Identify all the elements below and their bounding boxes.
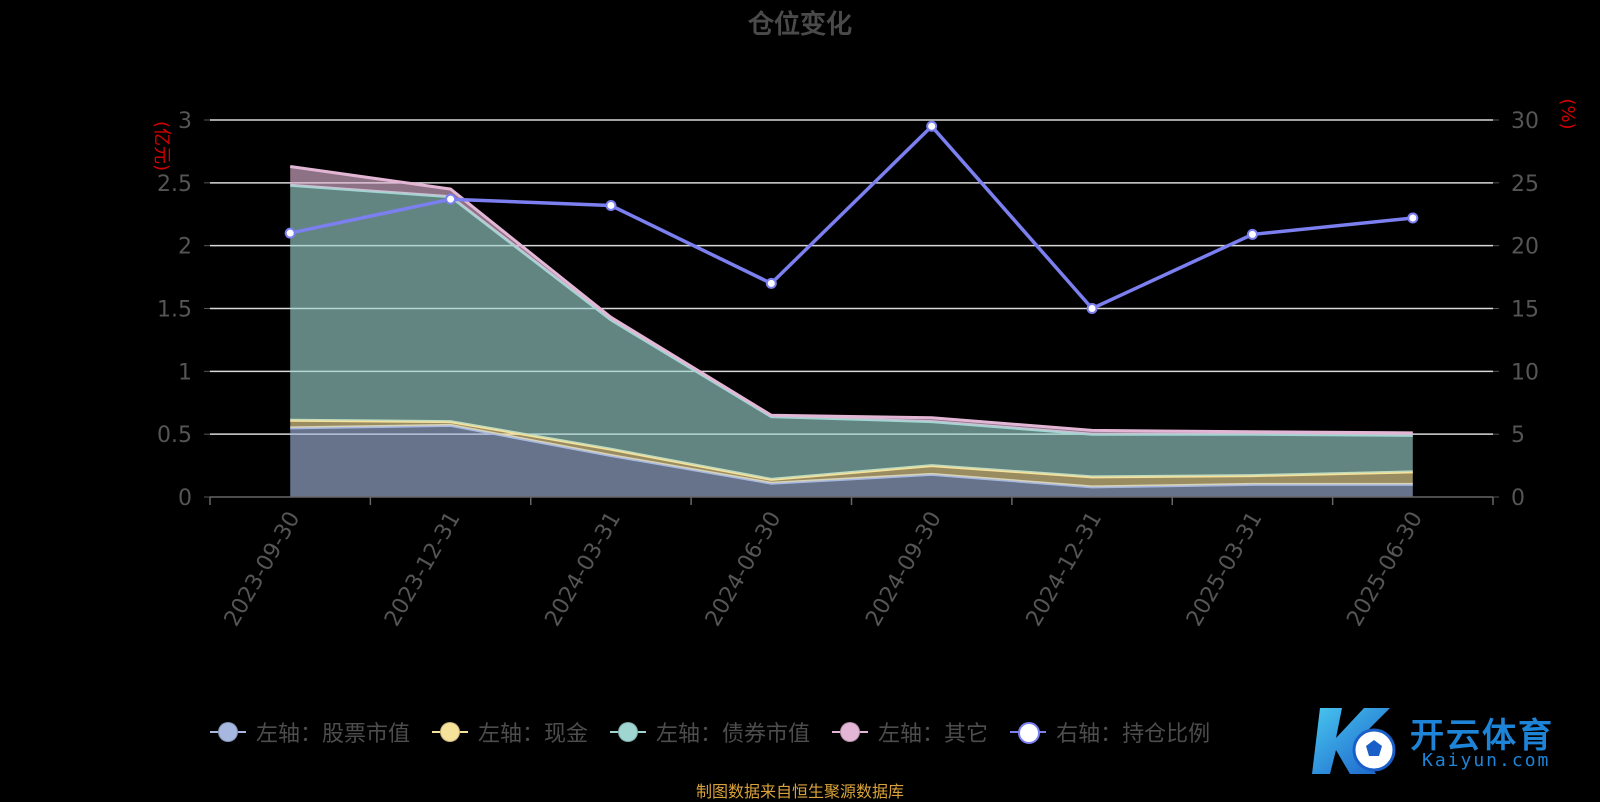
- legend-item[interactable]: 左轴：债券市值: [610, 716, 810, 748]
- point-右轴：持仓比例: [445, 193, 457, 205]
- y-left-tick-label: 3: [178, 109, 192, 134]
- point-右轴：持仓比例: [1086, 303, 1098, 314]
- point-右轴：持仓比例: [926, 120, 938, 132]
- x-tick-label: 2024-12-31: [1022, 508, 1108, 631]
- legend-label: 左轴：股票市值: [256, 722, 411, 747]
- y-left-tick-label: 0: [178, 486, 192, 511]
- watermark-logo: 开云体育 Kaiyun.com: [1312, 698, 1592, 778]
- watermark-name: 开云体育: [1410, 716, 1554, 756]
- legend-swatch-icon: [210, 722, 246, 742]
- legend-item[interactable]: 左轴：股票市值: [210, 716, 410, 748]
- area-line-左轴：其它: [289, 165, 1413, 435]
- x-tick-label: 2024-09-30: [861, 508, 947, 631]
- y-left-tick-label: 0.5: [157, 423, 192, 448]
- y-right-tick-label: 15: [1511, 298, 1539, 323]
- x-tick-label: 2025-03-31: [1182, 508, 1268, 631]
- x-tick-label: 2025-06-30: [1342, 508, 1428, 631]
- area-左轴：债券市值: [290, 185, 1413, 480]
- source-note: 制图数据来自恒生聚源数据库: [695, 782, 904, 801]
- legend-label: 左轴：债券市值: [656, 722, 811, 747]
- legend-swatch-icon: [1010, 722, 1047, 744]
- y-left-tick-label: 2.5: [157, 172, 192, 197]
- legend-item[interactable]: 左轴：其它: [832, 716, 988, 748]
- y-left-tick-label: 2: [178, 235, 192, 260]
- area-左轴：股票市值: [290, 425, 1413, 497]
- y-right-tick-label: 5: [1511, 423, 1525, 448]
- legend-item[interactable]: 左轴：现金: [432, 716, 588, 748]
- legend-swatch-icon: [432, 722, 469, 742]
- y-right-tick-label: 20: [1511, 235, 1539, 260]
- point-右轴：持仓比例: [605, 199, 617, 211]
- y-left-tick-label: 1.5: [157, 298, 192, 323]
- legend-label: 左轴：其它: [878, 722, 989, 747]
- point-右轴：持仓比例: [765, 277, 777, 289]
- x-tick-label: 2024-06-30: [701, 508, 787, 631]
- y-right-axis-label: (%): [1557, 98, 1578, 129]
- x-tick-label: 2023-12-31: [380, 508, 466, 631]
- legend-swatch-icon: [832, 722, 869, 742]
- y-right-tick-label: 25: [1511, 172, 1539, 197]
- y-left-axis-label: (亿元): [151, 121, 172, 171]
- legend-item[interactable]: 右轴：持仓比例: [1010, 716, 1210, 748]
- y-left-tick-label: 1: [178, 360, 192, 385]
- chart-title: 仓位变化: [747, 10, 852, 40]
- point-右轴：持仓比例: [1246, 228, 1258, 240]
- x-tick-label: 2024-03-31: [541, 508, 627, 631]
- point-右轴：持仓比例: [284, 227, 296, 239]
- legend-label: 左轴：现金: [478, 722, 589, 747]
- point-右轴：持仓比例: [1407, 212, 1419, 224]
- y-right-tick-label: 10: [1511, 360, 1539, 385]
- legend-label: 右轴：持仓比例: [1056, 722, 1211, 747]
- watermark-sub: Kaiyun.com: [1422, 750, 1551, 771]
- y-right-tick-label: 0: [1511, 486, 1525, 511]
- legend-swatch-icon: [610, 722, 647, 742]
- y-right-tick-label: 30: [1511, 109, 1539, 134]
- legend: 左轴：股票市值 左轴：现金 左轴：债券市值 左轴：其它 右轴：持仓比例: [210, 716, 1210, 748]
- kaiyun-logo-icon: [1312, 708, 1396, 774]
- line-右轴：持仓比例: [289, 123, 1413, 311]
- x-tick-label: 2023-09-30: [220, 508, 306, 631]
